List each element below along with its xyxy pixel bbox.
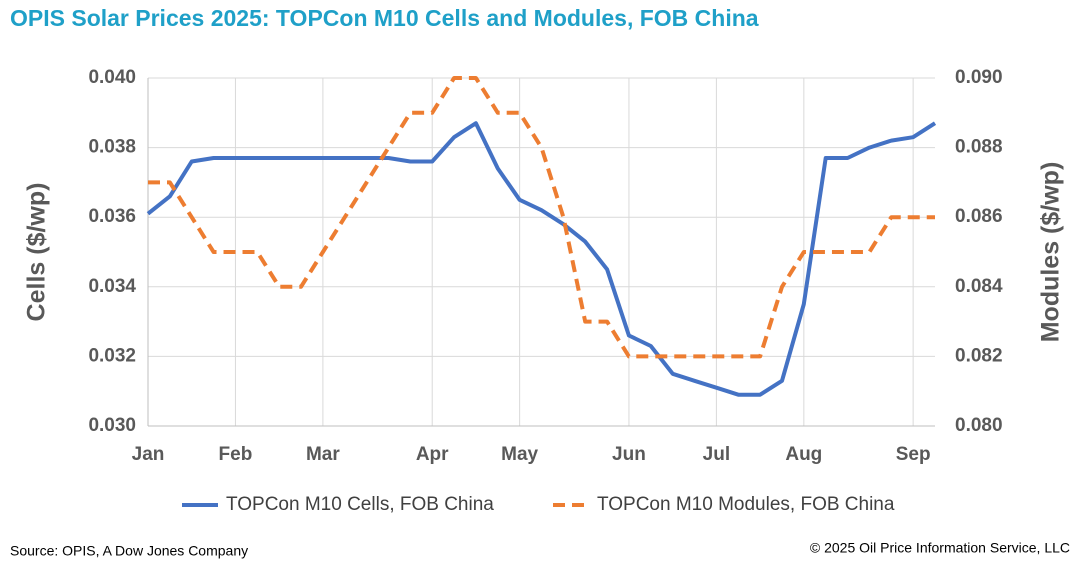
x-tick-label: Feb — [219, 444, 253, 465]
x-tick-label: May — [501, 444, 538, 465]
y2-tick-label: 0.088 — [955, 137, 1003, 158]
y2-axis-title: Modules ($/wp) — [1037, 162, 1065, 343]
y2-tick-label: 0.090 — [955, 67, 1003, 88]
x-tick-label: Mar — [306, 444, 340, 465]
x-tick-label: Aug — [785, 444, 822, 465]
data-line — [146, 121, 937, 397]
source-note: Source: OPIS, A Dow Jones Company — [10, 543, 248, 559]
y-tick-label: 0.040 — [88, 67, 136, 88]
data-line — [148, 76, 935, 359]
y2-tick-label: 0.082 — [955, 345, 1003, 366]
legend-label: TOPCon M10 Cells, FOB China — [226, 494, 494, 515]
chart-title: OPIS Solar Prices 2025: TOPCon M10 Cells… — [10, 5, 759, 31]
x-tick-label: Jul — [703, 444, 730, 465]
y2-tick-label: 0.086 — [955, 206, 1003, 227]
legend-label: TOPCon M10 Modules, FOB China — [597, 494, 895, 515]
copyright-note: © 2025 Oil Price Information Service, LL… — [810, 540, 1070, 556]
y-tick-label: 0.038 — [88, 137, 136, 158]
x-tick-label: Sep — [896, 444, 931, 465]
y2-tick-label: 0.080 — [955, 415, 1003, 436]
y-tick-label: 0.032 — [88, 345, 136, 366]
y-axis-title: Cells ($/wp) — [23, 183, 51, 322]
y-tick-label: 0.030 — [88, 415, 136, 436]
y-tick-label: 0.034 — [88, 276, 136, 297]
x-tick-label: Jan — [132, 444, 165, 465]
x-tick-label: Jun — [612, 444, 646, 465]
x-tick-label: Apr — [416, 444, 449, 465]
y-tick-label: 0.036 — [88, 206, 136, 227]
y2-tick-label: 0.084 — [955, 276, 1003, 297]
